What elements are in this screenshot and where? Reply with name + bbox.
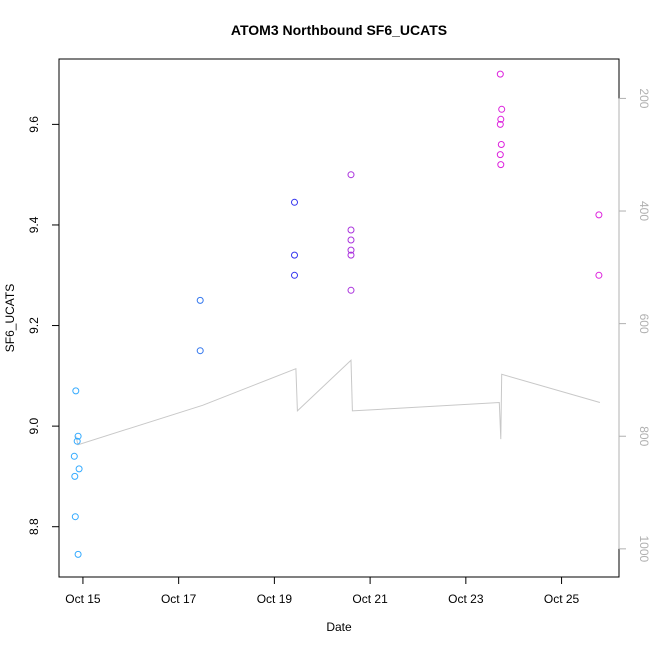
y-tick-label: 9.6 <box>27 116 41 133</box>
pressure-line <box>75 359 601 446</box>
data-point <box>347 236 355 244</box>
data-point <box>72 387 80 395</box>
x-tick-label: Oct 21 <box>352 592 388 606</box>
data-point <box>496 70 504 78</box>
data-point <box>347 246 355 254</box>
y-tick-label: 9.4 <box>27 216 41 233</box>
data-point <box>291 198 298 206</box>
data-point <box>347 171 355 179</box>
data-point <box>347 226 355 234</box>
data-point <box>291 251 298 259</box>
y-axis-label: SF6_UCATS <box>3 284 17 352</box>
x-tick-label: Oct 17 <box>161 592 197 606</box>
data-point <box>347 286 355 294</box>
data-point <box>75 465 83 473</box>
right-tick-label: 400 <box>637 201 650 221</box>
data-point <box>595 271 603 279</box>
data-point <box>291 271 298 279</box>
data-point <box>74 550 82 558</box>
right-tick-label: 1000 <box>637 535 650 562</box>
x-tick-label: Oct 25 <box>544 592 580 606</box>
y-tick-label: 9.2 <box>27 317 41 334</box>
data-point <box>196 347 204 355</box>
data-point <box>496 120 504 128</box>
right-tick-label: 800 <box>637 426 650 446</box>
data-point <box>497 161 505 169</box>
data-point <box>347 251 355 259</box>
y-axis: 8.8 9.0 9.2 9.4 9.6 <box>27 116 60 535</box>
data-point <box>71 472 79 480</box>
data-point <box>70 452 78 460</box>
data-point <box>71 513 79 521</box>
data-point <box>498 105 506 113</box>
pressure-line-layer <box>75 359 601 446</box>
right-axis: 200 400 600 800 1000 <box>618 88 650 563</box>
data-point <box>595 211 603 219</box>
data-point <box>73 437 81 445</box>
x-tick-label: Oct 15 <box>65 592 101 606</box>
data-points-layer <box>70 70 603 558</box>
data-point <box>74 432 82 440</box>
y-tick-label: 8.8 <box>27 518 41 535</box>
right-tick-label: 600 <box>637 314 650 334</box>
data-point <box>196 296 204 304</box>
x-axis-label: Date <box>326 620 352 634</box>
right-tick-label: 200 <box>637 88 650 108</box>
x-tick-label: Oct 23 <box>448 592 484 606</box>
y-tick-label: 9.0 <box>27 417 41 434</box>
data-point <box>497 115 505 123</box>
x-tick-label: Oct 19 <box>257 592 293 606</box>
chart-title: ATOM3 Northbound SF6_UCATS <box>231 22 447 38</box>
data-point <box>496 151 504 159</box>
x-axis: Oct 15 Oct 17 Oct 19 Oct 21 Oct 23 Oct 25 <box>65 576 580 606</box>
data-point <box>497 141 505 148</box>
